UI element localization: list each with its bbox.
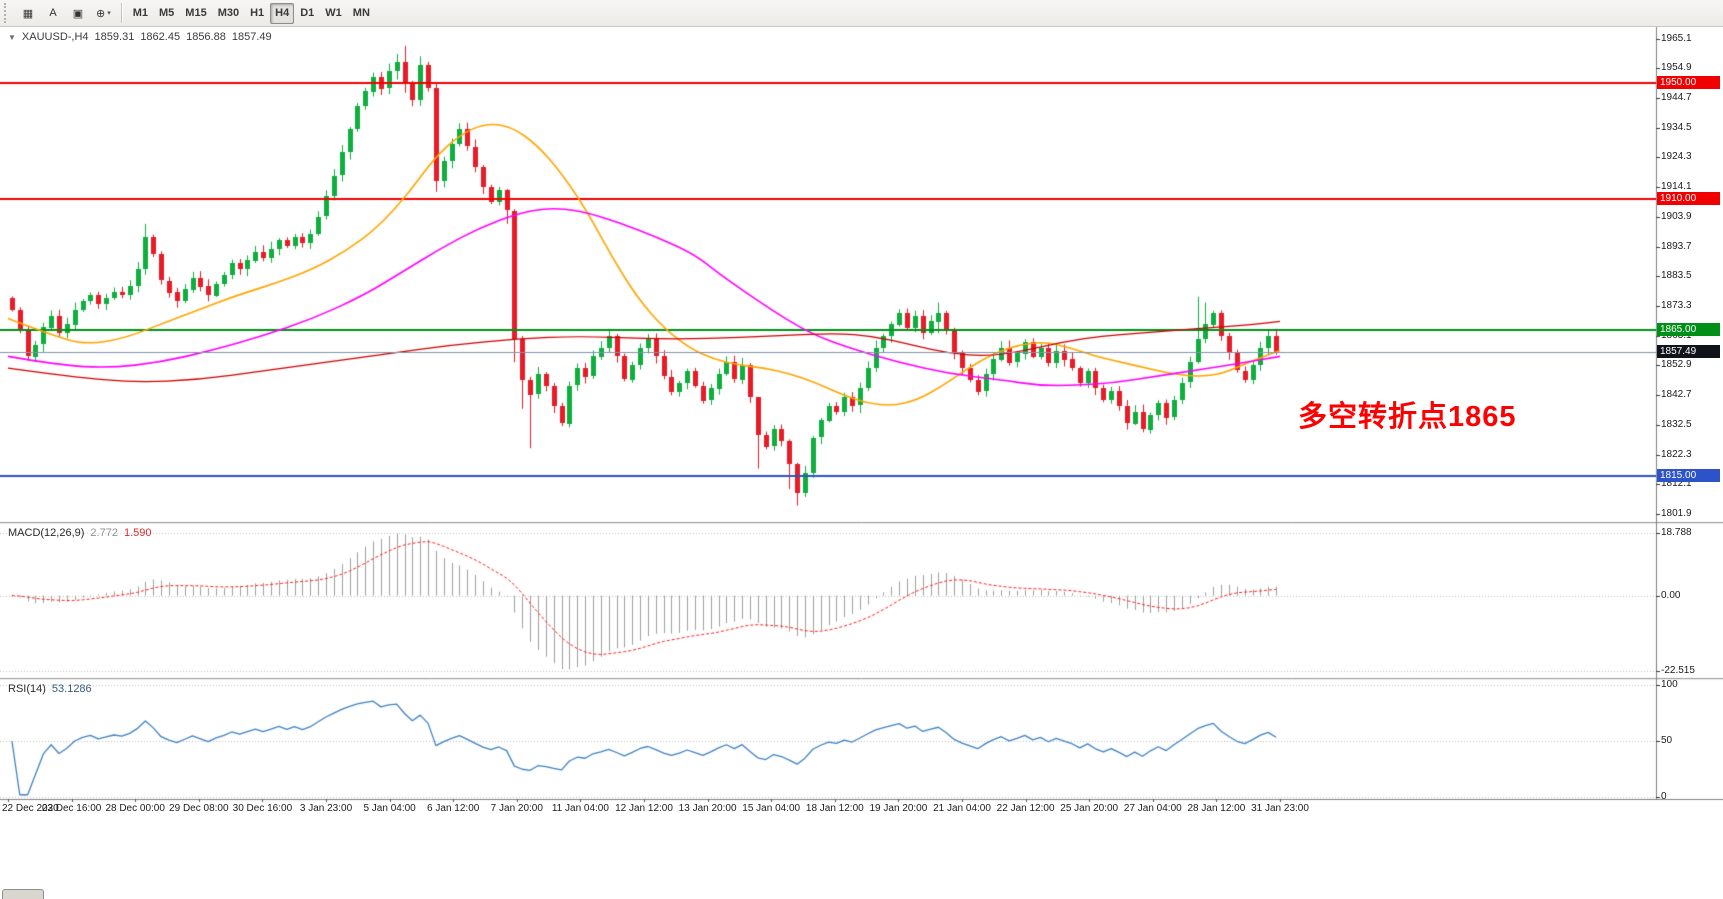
price-axis-tick: 1812.1 <box>1661 478 1692 490</box>
time-axis-label: 30 Dec 16:00 <box>232 803 293 814</box>
ohlc-close-value: 1857.49 <box>231 31 272 43</box>
text-annotation-icon: A <box>49 7 57 19</box>
price-axis-tick: 1903.9 <box>1661 210 1692 222</box>
timeframe-button-group: M1 M5 M15 M30 H1 H4 D1 W1 MN <box>128 2 375 24</box>
rsi-axis-tick: 100 <box>1661 679 1678 690</box>
time-axis-label: 13 Jan 20:00 <box>678 803 737 814</box>
chart-type-button[interactable]: ▦ <box>16 3 40 24</box>
time-axis-label: 27 Jan 04:00 <box>1123 803 1182 814</box>
timeframe-h4-button[interactable]: H4 <box>270 2 295 24</box>
timeframe-d1-button[interactable]: D1 <box>300 7 315 19</box>
macd-axis-tick: 18.788 <box>1661 526 1692 538</box>
price-level-label: 1815.00 <box>1657 469 1720 482</box>
chart-title-legend: ▼ XAUUSD-,H4 1859.31 1862.45 1856.88 185… <box>8 31 272 43</box>
time-axis-label: 7 Jan 20:00 <box>490 803 543 814</box>
time-axis-label: 11 Jan 04:00 <box>551 803 609 814</box>
macd-name: MACD(12,26,9) <box>8 527 85 539</box>
timeframe-m15-button[interactable]: M15 <box>185 7 207 19</box>
chart-tab[interactable] <box>2 889 44 899</box>
toolbar-separator <box>120 3 123 23</box>
price-axis-tick: 1873.3 <box>1661 299 1692 311</box>
price-axis-tick: 1954.9 <box>1661 62 1692 74</box>
timeframe-m1-button[interactable]: M1 <box>132 7 149 19</box>
price-axis-tick: 1842.7 <box>1661 389 1692 401</box>
rsi-value: 53.1286 <box>51 683 92 695</box>
time-axis-label: 5 Jan 04:00 <box>363 803 416 814</box>
time-axis-label: 25 Jan 20:00 <box>1060 803 1119 814</box>
tool-button-group: ▦ A ▣ ⊕ ▾ <box>16 3 116 24</box>
bid-price-label: 1857.49 <box>1657 345 1720 358</box>
timeframe-h1-button[interactable]: H1 <box>250 7 265 19</box>
price-level-label: 1910.00 <box>1657 192 1720 205</box>
annotation-text: 多空转折点1865 <box>1298 401 1517 433</box>
price-axis-tick: 1965.1 <box>1661 32 1692 44</box>
time-axis-label: 22 Jan 12:00 <box>996 803 1055 814</box>
time-axis-label: 28 Jan 12:00 <box>1187 803 1246 814</box>
timeframe-mn-button[interactable]: MN <box>352 7 370 19</box>
chart-symbol-label: XAUUSD-,H4 <box>21 31 89 43</box>
chart-type-icon: ▦ <box>22 7 34 20</box>
price-axis-tick: 1852.9 <box>1661 359 1692 371</box>
timeframe-w1-button[interactable]: W1 <box>325 7 342 19</box>
dropdown-caret-icon: ▾ <box>107 10 111 17</box>
price-axis-tick: 1822.3 <box>1661 448 1692 460</box>
cursor-tools-icon: ⊕ <box>96 7 106 20</box>
macd-main-value: 2.772 <box>90 527 118 539</box>
price-axis-tick: 1924.3 <box>1661 151 1692 163</box>
ohlc-open-value: 1859.31 <box>94 31 135 43</box>
time-axis-label: 15 Jan 04:00 <box>742 803 801 814</box>
chart-canvas[interactable] <box>0 27 1723 899</box>
time-axis-label: 22 Dec 2020 <box>2 803 59 814</box>
rsi-name: RSI(14) <box>8 683 46 695</box>
rsi-axis-tick: 50 <box>1661 735 1673 746</box>
ohlc-low-value: 1856.88 <box>186 31 226 43</box>
price-axis-tick: 1934.5 <box>1661 121 1692 133</box>
text-annotation-button[interactable]: A <box>41 3 65 24</box>
time-axis-label: 28 Dec 00:00 <box>105 803 165 814</box>
time-axis-label: 29 Dec 08:00 <box>169 803 229 814</box>
price-axis-tick: 1944.7 <box>1661 91 1692 103</box>
price-axis-tick: 1893.7 <box>1661 240 1692 252</box>
price-axis-tick: 1883.5 <box>1661 270 1692 282</box>
chart-window: ▼ XAUUSD-,H4 1859.31 1862.45 1856.88 185… <box>0 27 1723 899</box>
toolbar-grip[interactable] <box>4 3 11 23</box>
object-frame-button[interactable]: ▣ <box>66 3 90 24</box>
macd-signal-value: 1.590 <box>123 527 152 539</box>
macd-axis-tick: -22.515 <box>1661 665 1695 677</box>
timeframe-m30-button[interactable]: M30 <box>217 7 240 19</box>
time-axis-label: 31 Jan 23:00 <box>1251 803 1309 814</box>
rsi-indicator-label: RSI(14) 53.1286 <box>8 683 92 695</box>
object-frame-icon: ▣ <box>72 7 84 20</box>
chevron-down-icon[interactable]: ▼ <box>8 32 16 42</box>
time-axis-label: 21 Jan 04:00 <box>933 803 991 814</box>
time-axis-label: 6 Jan 12:00 <box>427 803 480 814</box>
time-axis-label: 19 Jan 20:00 <box>869 803 928 814</box>
macd-indicator-label: MACD(12,26,9) 2.772 1.590 <box>8 527 151 539</box>
price-level-label: 1950.00 <box>1657 76 1720 89</box>
cursor-tools-button[interactable]: ⊕ ▾ <box>91 3 116 24</box>
time-axis-label: 12 Jan 12:00 <box>615 803 673 814</box>
macd-axis-tick: 0.00 <box>1661 589 1681 601</box>
price-axis-tick: 1914.1 <box>1661 181 1692 193</box>
time-axis-label: 23 Dec 16:00 <box>41 803 102 814</box>
time-axis-label: 3 Jan 23:00 <box>299 803 353 814</box>
price-level-label: 1865.00 <box>1657 323 1720 336</box>
price-axis-tick: 1832.5 <box>1661 418 1692 430</box>
main-toolbar: ▦ A ▣ ⊕ ▾ M1 M5 M15 M30 H1 H4 D1 W1 MN <box>0 0 1723 27</box>
time-axis-label: 18 Jan 12:00 <box>805 803 864 814</box>
rsi-axis-tick: 0 <box>1661 791 1667 802</box>
price-axis-tick: 1801.9 <box>1661 508 1692 519</box>
ohlc-high-value: 1862.45 <box>140 31 181 43</box>
timeframe-m5-button[interactable]: M5 <box>159 7 175 19</box>
